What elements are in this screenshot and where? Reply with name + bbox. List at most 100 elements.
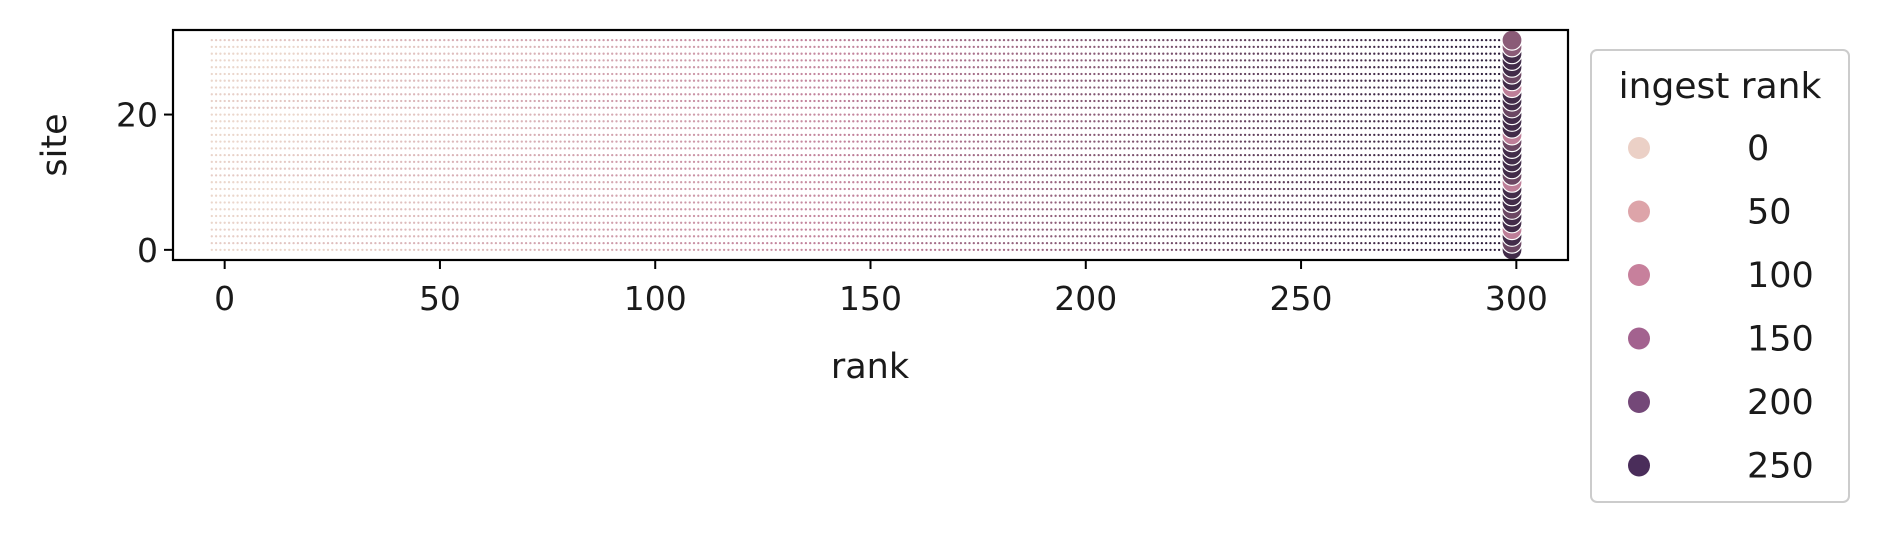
scatter-point xyxy=(1424,248,1428,252)
scatter-point xyxy=(1334,153,1337,157)
scatter-point xyxy=(1166,208,1169,211)
scatter-point xyxy=(697,235,700,238)
scatter-point xyxy=(331,208,334,211)
scatter-point xyxy=(641,235,644,238)
scatter-point xyxy=(425,147,429,150)
scatter-point xyxy=(382,235,386,238)
scatter-point xyxy=(344,167,347,170)
scatter-point xyxy=(714,167,717,170)
scatter-point xyxy=(305,241,308,245)
scatter-point xyxy=(688,160,691,164)
scatter-point xyxy=(313,248,317,252)
scatter-point xyxy=(628,208,631,211)
scatter-point xyxy=(486,174,489,177)
scatter-point xyxy=(744,160,747,164)
scatter-point xyxy=(559,147,562,150)
scatter-point xyxy=(787,147,790,150)
scatter-point xyxy=(245,214,248,218)
scatter-point xyxy=(344,187,347,191)
scatter-point xyxy=(813,194,816,197)
scatter-point xyxy=(460,181,463,184)
scatter-point xyxy=(576,208,579,211)
scatter-point xyxy=(447,208,450,211)
scatter-point xyxy=(249,140,252,143)
scatter-point xyxy=(697,228,700,231)
scatter-point xyxy=(503,194,506,197)
scatter-point xyxy=(313,187,317,191)
scatter-point xyxy=(443,187,446,191)
scatter-point xyxy=(658,160,661,164)
scatter-point xyxy=(468,248,472,252)
scatter-point xyxy=(951,187,954,191)
scatter-point xyxy=(322,248,325,252)
scatter-point xyxy=(804,187,808,191)
scatter-point xyxy=(1321,248,1324,252)
scatter-point xyxy=(1157,241,1161,245)
scatter-point xyxy=(959,174,963,177)
scatter-point xyxy=(1472,248,1475,252)
scatter-point xyxy=(641,201,644,204)
scatter-point xyxy=(434,160,437,164)
scatter-point xyxy=(1450,221,1453,224)
scatter-point xyxy=(236,208,239,211)
scatter-point xyxy=(748,214,752,218)
scatter-point xyxy=(774,187,777,191)
scatter-point xyxy=(451,228,455,231)
scatter-point xyxy=(1187,187,1191,191)
scatter-point xyxy=(671,181,674,184)
scatter-point xyxy=(903,187,907,191)
scatter-point xyxy=(331,221,334,224)
scatter-point xyxy=(598,140,601,143)
scatter-point xyxy=(1403,228,1406,231)
scatter-point xyxy=(602,187,605,191)
scatter-point xyxy=(361,181,364,184)
scatter-point xyxy=(1411,167,1415,170)
scatter-point xyxy=(1097,153,1100,157)
scatter-point xyxy=(1472,241,1475,245)
scatter-point xyxy=(344,194,347,197)
scatter-point xyxy=(1450,187,1453,191)
scatter-point xyxy=(1020,208,1023,211)
scatter-point xyxy=(662,214,665,218)
scatter-point xyxy=(761,174,765,177)
scatter-point xyxy=(434,153,437,157)
scatter-point xyxy=(938,167,941,170)
scatter-point xyxy=(486,187,489,191)
scatter-point xyxy=(1097,181,1100,184)
scatter-point xyxy=(1463,167,1466,170)
scatter-point xyxy=(636,167,640,170)
scatter-point xyxy=(813,201,816,204)
scatter-point xyxy=(1286,160,1290,164)
scatter-point xyxy=(249,147,252,150)
scatter-point xyxy=(1342,153,1346,157)
scatter-point xyxy=(1472,201,1475,204)
scatter-point xyxy=(499,228,502,231)
scatter-point xyxy=(1127,174,1130,177)
scatter-point xyxy=(1286,221,1290,224)
scatter-point xyxy=(688,248,691,252)
scatter-point xyxy=(895,160,898,164)
scatter-point xyxy=(378,221,381,224)
scatter-point xyxy=(1175,208,1178,211)
scatter-point xyxy=(1420,214,1423,218)
scatter-point xyxy=(1187,147,1191,150)
scatter-point xyxy=(1325,187,1329,191)
scatter-point xyxy=(757,201,760,204)
scatter-point xyxy=(365,228,368,231)
scatter-point xyxy=(1433,181,1436,184)
scatter-point xyxy=(1480,201,1484,204)
scatter-point xyxy=(611,160,614,164)
scatter-point xyxy=(710,208,713,211)
scatter-point xyxy=(710,235,713,238)
scatter-point xyxy=(981,241,984,245)
scatter-point xyxy=(1045,194,1049,197)
scatter-point xyxy=(598,235,601,238)
scatter-point xyxy=(623,187,627,191)
scatter-point xyxy=(1299,221,1303,224)
scatter-point xyxy=(873,160,876,164)
scatter-point xyxy=(641,140,644,143)
scatter-point xyxy=(1183,167,1186,170)
scatter-point xyxy=(447,228,450,231)
scatter-point xyxy=(1119,241,1122,245)
scatter-point xyxy=(1394,194,1397,197)
